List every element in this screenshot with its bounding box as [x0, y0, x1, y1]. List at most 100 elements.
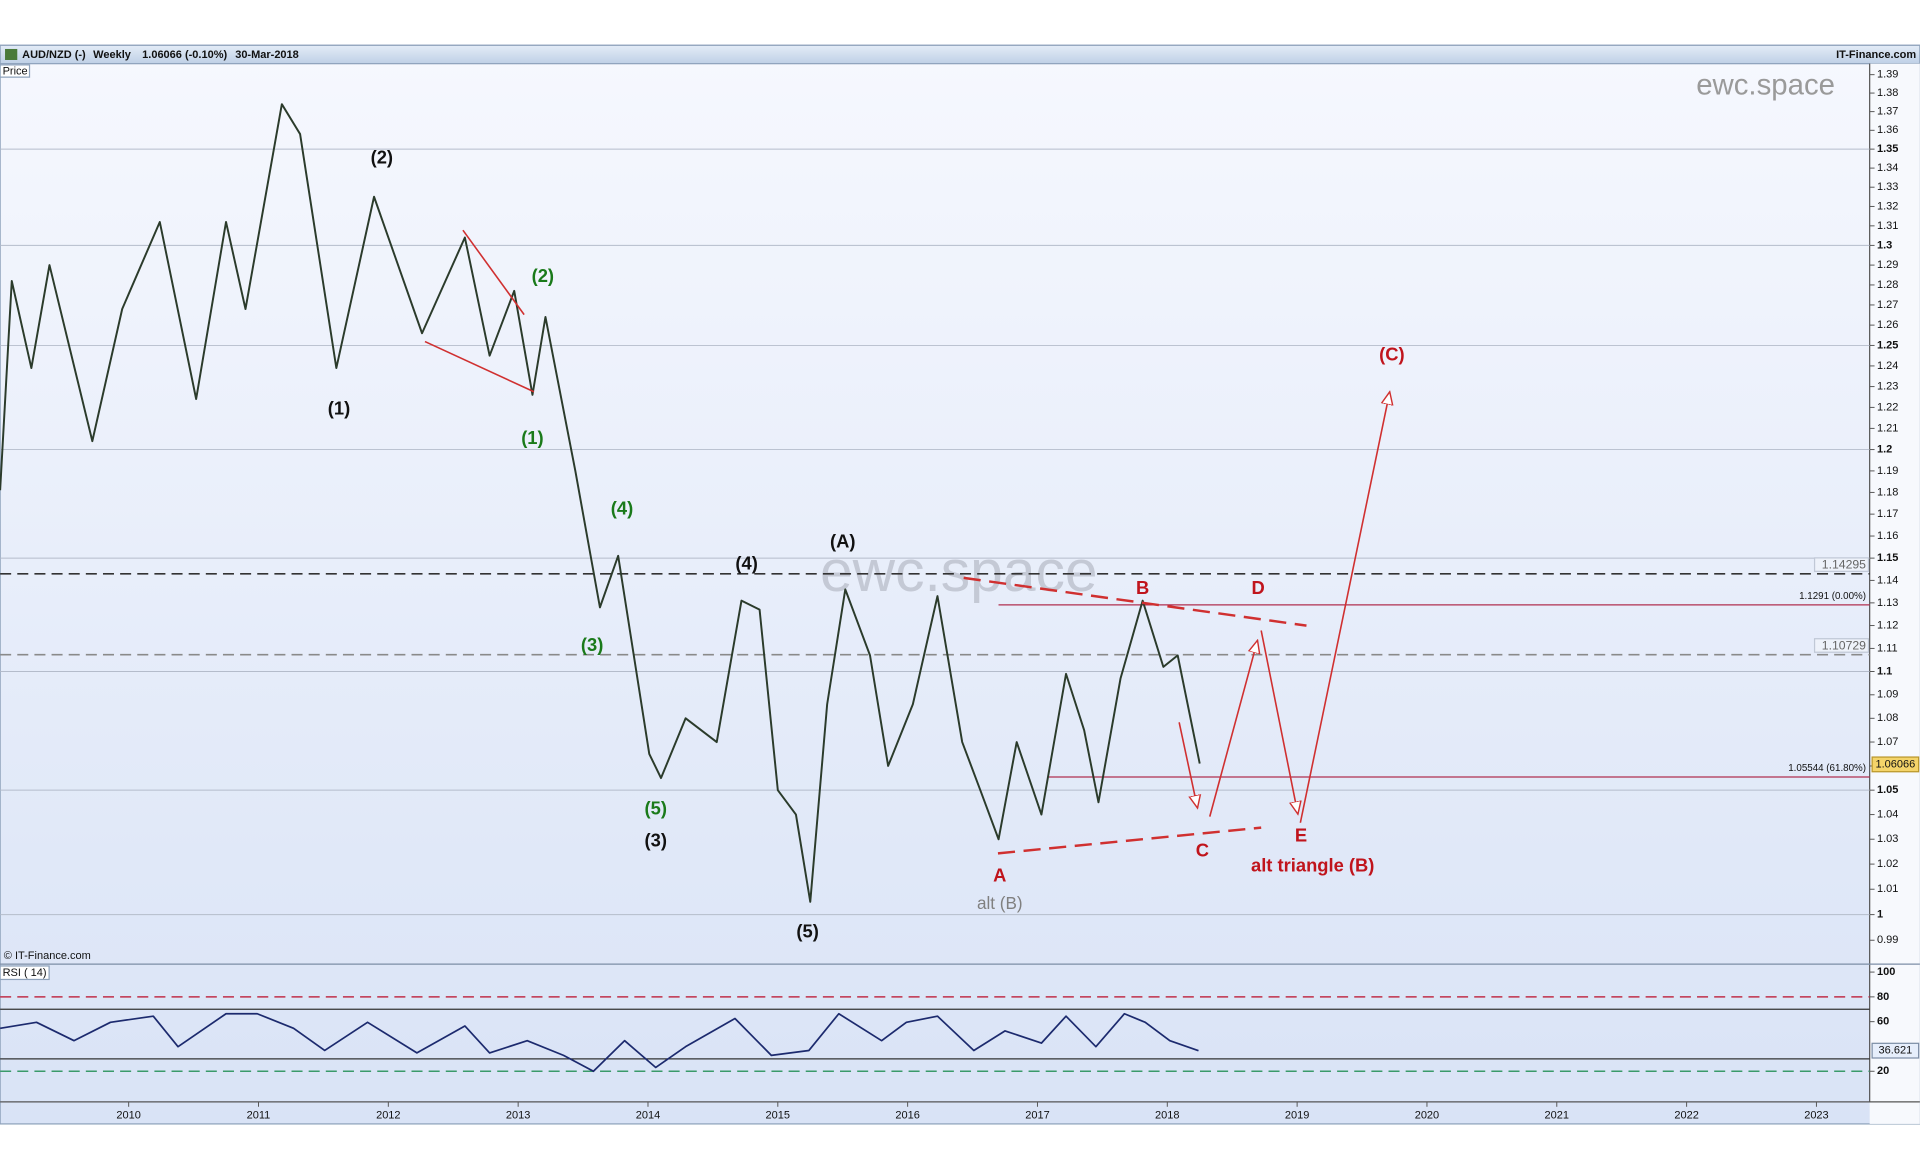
wave-label: (5) [796, 920, 818, 941]
interval: Weekly [93, 49, 132, 61]
y-tick-label: 1.16 [1877, 530, 1898, 542]
x-tick-label: 2018 [1155, 1109, 1179, 1121]
panel-label: Price [3, 66, 28, 78]
y-tick-label: 1.31 [1877, 220, 1898, 232]
watermark: ewc.space [1696, 69, 1835, 102]
level-tag [1813, 557, 1870, 572]
level-label: 1.10729 [1822, 638, 1866, 652]
y-tick-label: 1 [1877, 909, 1883, 921]
level-label: 1.1291 (0.00%) [1799, 591, 1866, 602]
y-tick-label: 1.28 [1877, 279, 1898, 291]
x-tick-label: 2022 [1674, 1109, 1698, 1121]
wedge-line [462, 229, 525, 316]
panel-tag [0, 965, 50, 981]
series-line [0, 1012, 1199, 1073]
y-tick-label: 1.17 [1877, 508, 1898, 520]
x-tick-label: 2016 [895, 1109, 919, 1121]
y-tick-label: 1.12 [1877, 619, 1898, 631]
wave-label: alt triangle (B) [1251, 854, 1374, 875]
y-tick-label: 1.21 [1877, 422, 1898, 434]
y-tick-label: 1.08 [1877, 712, 1898, 724]
level-label: 1.14295 [1822, 557, 1866, 571]
projection-arrow [1208, 640, 1258, 817]
series-line [0, 103, 1201, 903]
y-tick-label: 1.05 [1877, 784, 1898, 796]
current-value-label: 1.06066 [1875, 758, 1915, 770]
y-tick-label: 1.01 [1877, 883, 1898, 895]
wave-label: E [1295, 825, 1307, 846]
y-tick-label: 1.26 [1877, 319, 1898, 331]
y-tick-label: 20 [1877, 1065, 1889, 1077]
triangle-line [963, 576, 1307, 627]
y-tick-label: 1.14 [1877, 574, 1898, 586]
wave-label: (4) [611, 498, 633, 519]
x-tick-label: 2013 [506, 1109, 530, 1121]
wave-label: B [1136, 577, 1149, 598]
y-tick-label: 1.39 [1877, 69, 1898, 81]
x-tick-label: 2021 [1545, 1109, 1569, 1121]
level-label: 1.05544 (61.80%) [1788, 763, 1866, 774]
x-tick-label: 2020 [1415, 1109, 1439, 1121]
current-value-tag [1871, 1042, 1920, 1059]
wave-label: (C) [1379, 344, 1404, 365]
symbol: AUD/NZD (-) [22, 49, 86, 61]
wave-label: (3) [581, 634, 603, 655]
y-tick-label: 1.27 [1877, 299, 1898, 311]
y-tick-label: 1.15 [1877, 552, 1898, 564]
y-tick-label: 1.19 [1877, 465, 1898, 477]
x-tick-label: 2012 [376, 1109, 400, 1121]
y-tick-label: 1.37 [1877, 106, 1898, 118]
y-tick-label: 1.09 [1877, 689, 1898, 701]
wave-label: (4) [735, 553, 757, 574]
y-tick-label: 1.11 [1877, 642, 1898, 654]
wave-label: (2) [371, 146, 393, 167]
wave-label: (5) [645, 798, 667, 819]
date: 30-Mar-2018 [235, 49, 299, 61]
projection-drawings [424, 229, 1390, 855]
y-tick-label: 1.03 [1877, 833, 1898, 845]
y-tick-label: 1.38 [1877, 87, 1898, 99]
wave-label: C [1196, 839, 1209, 860]
y-tick-label: 0.99 [1877, 934, 1898, 946]
right-axis-area [1869, 63, 1920, 1124]
wave-label: (A) [830, 530, 856, 551]
x-tick-label: 2011 [247, 1109, 271, 1121]
y-tick-label: 1.13 [1877, 597, 1898, 609]
y-tick-label: 1.24 [1877, 360, 1898, 372]
wave-label: A [993, 864, 1006, 885]
x-tick-label: 2017 [1025, 1109, 1049, 1121]
current-value-label: 36.621 [1879, 1045, 1913, 1057]
current-value-tag [1871, 756, 1920, 773]
wedge-line [424, 340, 535, 393]
y-tick-label: 1.23 [1877, 380, 1898, 392]
projection-arrow [1178, 722, 1197, 808]
y-tick-label: 100 [1877, 966, 1895, 978]
copyright: © IT-Finance.com [4, 950, 91, 962]
triangle-line [997, 826, 1262, 855]
y-tick-label: 1.1 [1877, 665, 1892, 677]
y-tick-label: 1.29 [1877, 259, 1898, 271]
wave-label: D [1252, 577, 1265, 598]
y-tick-label: 1.35 [1877, 143, 1898, 155]
x-tick-label: 2023 [1804, 1109, 1828, 1121]
level-tag [1813, 638, 1870, 653]
projection-arrow [1260, 630, 1298, 815]
watermark: ewc.space [820, 539, 1098, 604]
y-tick-label: 1.3 [1877, 239, 1892, 251]
wave-label: (2) [532, 265, 554, 286]
y-tick-label: 1.04 [1877, 808, 1898, 820]
x-tick-label: 2019 [1285, 1109, 1309, 1121]
wave-label: alt (B) [977, 893, 1023, 913]
y-tick-label: 1.2 [1877, 443, 1892, 455]
y-tick-label: 1.25 [1877, 339, 1898, 351]
y-tick-label: 1.34 [1877, 162, 1898, 174]
chart-frame [0, 44, 1920, 1125]
source: IT-Finance.com [1836, 49, 1916, 61]
y-tick-label: 1.36 [1877, 124, 1898, 136]
panel-tag [0, 64, 31, 78]
y-tick-label: 1.07 [1877, 736, 1898, 748]
wave-label: (1) [328, 397, 350, 418]
wave-label: (1) [521, 427, 543, 448]
